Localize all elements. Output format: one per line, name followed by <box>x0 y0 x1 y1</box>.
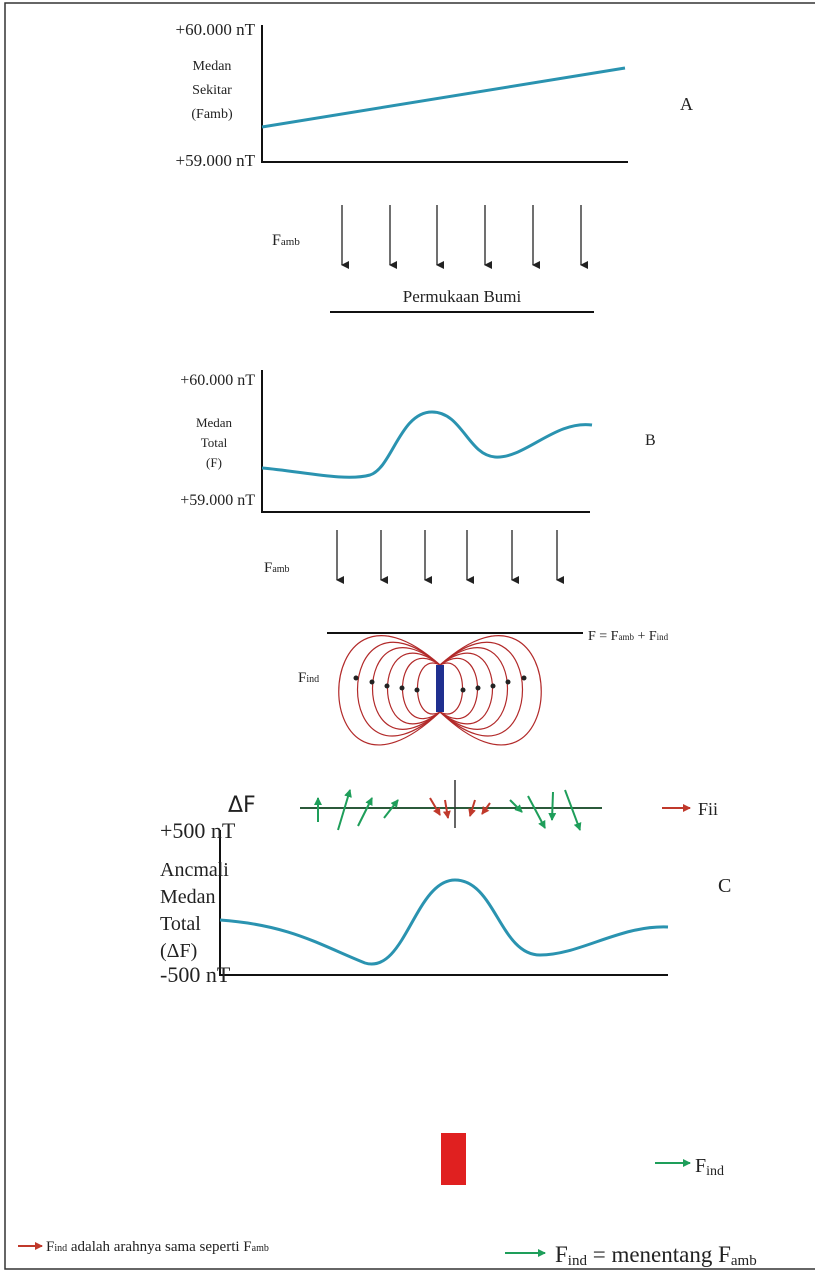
ambient-curve <box>261 66 626 129</box>
y-bottom: +59.000 nT <box>180 492 255 509</box>
label-sub: ind <box>568 1253 588 1269</box>
y-title: Medan <box>160 886 216 908</box>
label-sub: amb <box>731 1253 757 1269</box>
footer-left: Find adalah arahnya sama seperti Famb <box>46 1239 269 1255</box>
panel-b: +60.000 nT +59.000 nT Medan Total (F) B … <box>180 370 669 746</box>
footer-right: Find = menentang Famb <box>555 1242 757 1269</box>
label-sub: amb <box>272 564 289 575</box>
label-base: F <box>264 560 272 576</box>
anomaly-curve <box>219 878 669 966</box>
delta-label: ΔF <box>228 793 256 818</box>
panel-a: +60.000 nT +59.000 nT Medan Sekitar (Fam… <box>176 20 693 313</box>
eq-sub: amb <box>618 632 634 642</box>
legend-label: Find <box>695 1155 724 1179</box>
y-title: Total <box>160 913 201 935</box>
y-title: Sekitar <box>192 83 232 98</box>
eq-part: F = F <box>588 629 619 644</box>
ambient-arrows <box>341 205 588 269</box>
panel-label: A <box>680 94 693 114</box>
source-body <box>441 1133 466 1185</box>
y-bottom: -500 nT <box>160 962 231 987</box>
footer-text: = menentang F <box>587 1242 731 1267</box>
arrow-label: Famb <box>272 232 300 249</box>
label-base: F <box>272 232 281 249</box>
magnetic-body <box>436 665 444 712</box>
y-title: Total <box>201 435 228 450</box>
footer-text: adalah arahnya sama seperti F <box>67 1239 252 1255</box>
legend-label: Fii <box>698 799 718 819</box>
surface-label: Permukaan Bumi <box>403 287 522 306</box>
label-sub: amb <box>252 1243 269 1254</box>
label-base: F <box>46 1239 54 1255</box>
panel-label: B <box>645 432 656 449</box>
y-bottom: +59.000 nT <box>176 151 256 170</box>
equation: F = Famb + Find <box>588 629 669 644</box>
axes <box>261 370 590 513</box>
y-top: +500 nT <box>160 818 236 843</box>
label-sub: amb <box>281 236 300 248</box>
y-title: (F) <box>206 455 222 470</box>
y-top: +60.000 nT <box>180 372 255 389</box>
y-title: Ancmali <box>160 859 229 881</box>
total-curve <box>261 410 593 479</box>
induced-arrows <box>314 789 582 831</box>
footer: Find adalah arahnya sama seperti Famb Fi… <box>18 1239 757 1269</box>
inducing-arrows <box>429 797 491 819</box>
y-title: (ΔF) <box>160 940 197 962</box>
eq-sub: ind <box>657 632 669 642</box>
y-title: (Famb) <box>191 107 233 122</box>
y-title: Medan <box>193 59 232 74</box>
label-base: F <box>695 1155 706 1177</box>
frame <box>4 2 815 1270</box>
eq-part: + F <box>634 629 657 644</box>
arrow-label: Famb <box>264 560 290 576</box>
field-dots <box>353 675 527 693</box>
y-title: Medan <box>196 415 233 430</box>
panel-c: +500 nT -500 nT Ancmali Medan Total (ΔF)… <box>160 780 731 1185</box>
panel-label: C <box>718 875 731 897</box>
axes <box>261 25 628 163</box>
label-sub: ind <box>54 1243 67 1254</box>
ambient-arrows <box>336 530 564 584</box>
y-top: +60.000 nT <box>176 20 256 39</box>
label-base: F <box>298 670 306 686</box>
label-sub: ind <box>306 674 319 685</box>
label-base: F <box>555 1242 568 1267</box>
induced-label: Find <box>298 670 319 686</box>
axes <box>219 830 668 976</box>
label-sub: ind <box>706 1164 724 1179</box>
